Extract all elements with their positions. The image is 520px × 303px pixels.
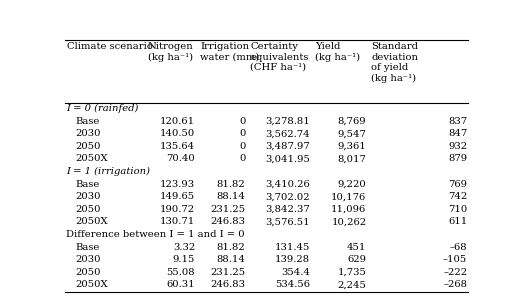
Text: 2050: 2050 (75, 205, 100, 214)
Text: Climate scenario: Climate scenario (67, 42, 153, 51)
Text: 3,410.26: 3,410.26 (265, 180, 310, 188)
Text: 140.50: 140.50 (160, 129, 195, 138)
Text: Base: Base (75, 117, 99, 126)
Text: 60.31: 60.31 (166, 280, 195, 289)
Text: 837: 837 (448, 117, 467, 126)
Text: 629: 629 (347, 255, 367, 264)
Text: 149.65: 149.65 (160, 192, 195, 201)
Text: 611: 611 (448, 218, 467, 226)
Text: I = 0 (rainfed): I = 0 (rainfed) (66, 104, 139, 113)
Text: 3,487.97: 3,487.97 (265, 142, 310, 151)
Text: 932: 932 (448, 142, 467, 151)
Text: 3,562.74: 3,562.74 (265, 129, 310, 138)
Text: 742: 742 (448, 192, 467, 201)
Text: 55.08: 55.08 (166, 268, 195, 277)
Text: 231.25: 231.25 (211, 268, 245, 277)
Text: –268: –268 (443, 280, 467, 289)
Text: 2,245: 2,245 (337, 280, 367, 289)
Text: 2030: 2030 (75, 129, 100, 138)
Text: 2030: 2030 (75, 255, 100, 264)
Text: 879: 879 (448, 155, 467, 163)
Text: Base: Base (75, 180, 99, 188)
Text: 8,769: 8,769 (338, 117, 367, 126)
Text: –68: –68 (450, 243, 467, 251)
Text: 3,576.51: 3,576.51 (265, 218, 310, 226)
Text: 9,547: 9,547 (337, 129, 367, 138)
Text: 11,096: 11,096 (331, 205, 367, 214)
Text: 135.64: 135.64 (160, 142, 195, 151)
Text: 451: 451 (347, 243, 367, 251)
Text: 246.83: 246.83 (211, 218, 245, 226)
Text: 131.45: 131.45 (275, 243, 310, 251)
Text: 3,278.81: 3,278.81 (265, 117, 310, 126)
Text: 2050X: 2050X (75, 155, 108, 163)
Text: 190.72: 190.72 (160, 205, 195, 214)
Text: Standard
deviation
of yield
(kg ha⁻¹): Standard deviation of yield (kg ha⁻¹) (371, 42, 418, 82)
Text: 3,842.37: 3,842.37 (265, 205, 310, 214)
Text: 88.14: 88.14 (217, 192, 245, 201)
Text: 2030: 2030 (75, 192, 100, 201)
Text: 139.28: 139.28 (275, 255, 310, 264)
Text: 70.40: 70.40 (166, 155, 195, 163)
Text: 1,735: 1,735 (337, 268, 367, 277)
Text: 9,220: 9,220 (337, 180, 367, 188)
Text: 769: 769 (448, 180, 467, 188)
Text: 847: 847 (448, 129, 467, 138)
Text: 8,017: 8,017 (337, 155, 367, 163)
Text: 88.14: 88.14 (217, 255, 245, 264)
Text: 231.25: 231.25 (211, 205, 245, 214)
Text: 9,361: 9,361 (337, 142, 367, 151)
Text: 354.4: 354.4 (281, 268, 310, 277)
Text: 0: 0 (239, 142, 245, 151)
Text: Nitrogen
(kg ha⁻¹): Nitrogen (kg ha⁻¹) (148, 42, 193, 62)
Text: 0: 0 (239, 155, 245, 163)
Text: 3,702.02: 3,702.02 (265, 192, 310, 201)
Text: 10,176: 10,176 (331, 192, 367, 201)
Text: 710: 710 (448, 205, 467, 214)
Text: Difference between I = 1 and I = 0: Difference between I = 1 and I = 0 (66, 230, 245, 239)
Text: 534.56: 534.56 (275, 280, 310, 289)
Text: 0: 0 (239, 117, 245, 126)
Text: –222: –222 (443, 268, 467, 277)
Text: 130.71: 130.71 (160, 218, 195, 226)
Text: –105: –105 (443, 255, 467, 264)
Text: 2050X: 2050X (75, 218, 108, 226)
Text: 81.82: 81.82 (217, 180, 245, 188)
Text: Certainty
equivalents
(CHF ha⁻¹): Certainty equivalents (CHF ha⁻¹) (251, 42, 309, 72)
Text: 0: 0 (239, 129, 245, 138)
Text: Base: Base (75, 243, 99, 251)
Text: 2050: 2050 (75, 268, 100, 277)
Text: 2050: 2050 (75, 142, 100, 151)
Text: 246.83: 246.83 (211, 280, 245, 289)
Text: Irrigation
water (mm): Irrigation water (mm) (200, 42, 259, 62)
Text: 123.93: 123.93 (160, 180, 195, 188)
Text: 9.15: 9.15 (173, 255, 195, 264)
Text: I = 1 (irrigation): I = 1 (irrigation) (66, 167, 150, 176)
Text: 2050X: 2050X (75, 280, 108, 289)
Text: 10,262: 10,262 (331, 218, 367, 226)
Text: 3,041.95: 3,041.95 (265, 155, 310, 163)
Text: 3.32: 3.32 (173, 243, 195, 251)
Text: 120.61: 120.61 (160, 117, 195, 126)
Text: Yield
(kg ha⁻¹): Yield (kg ha⁻¹) (315, 42, 360, 62)
Text: 81.82: 81.82 (217, 243, 245, 251)
